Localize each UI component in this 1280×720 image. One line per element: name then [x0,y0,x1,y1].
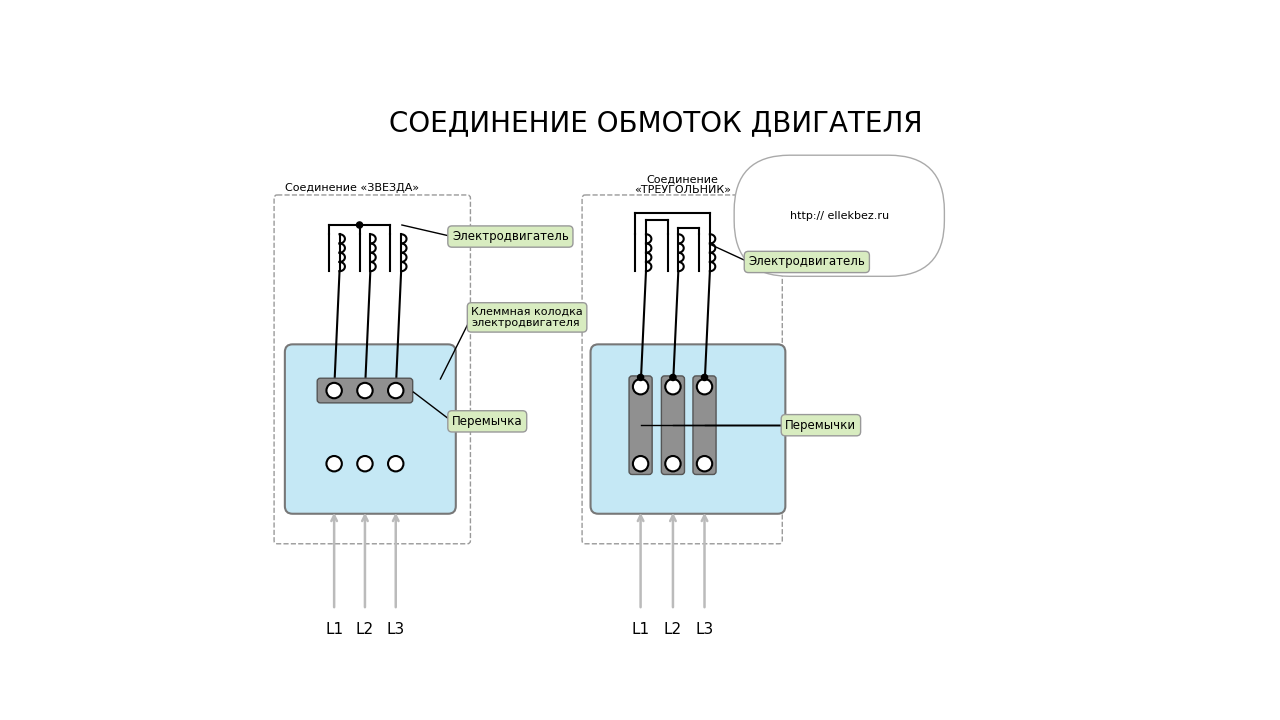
Circle shape [326,383,342,398]
Circle shape [666,379,681,395]
Circle shape [632,456,648,472]
Circle shape [357,456,372,472]
Circle shape [357,383,372,398]
Circle shape [696,379,712,395]
Text: L3: L3 [387,621,404,636]
Circle shape [696,456,712,472]
Text: L2: L2 [664,621,682,636]
Circle shape [356,222,362,228]
Circle shape [632,379,648,395]
FancyBboxPatch shape [285,344,456,514]
Text: L1: L1 [325,621,343,636]
FancyBboxPatch shape [692,376,716,474]
Text: Клеммная колодка
электродвигателя: Клеммная колодка электродвигателя [471,307,582,328]
FancyBboxPatch shape [590,344,786,514]
Circle shape [701,374,708,381]
Text: СОЕДИНЕНИЕ ОБМОТОК ДВИГАТЕЛЯ: СОЕДИНЕНИЕ ОБМОТОК ДВИГАТЕЛЯ [389,109,923,138]
Text: Электродвигатель: Электродвигатель [749,256,865,269]
Text: L1: L1 [631,621,650,636]
Text: «ТРЕУГОЛЬНИК»: «ТРЕУГОЛЬНИК» [634,185,731,195]
FancyBboxPatch shape [628,376,652,474]
Text: Перемычка: Перемычка [452,415,522,428]
Text: L2: L2 [356,621,374,636]
Circle shape [326,456,342,472]
Circle shape [637,374,644,381]
Text: Соединение «ЗВЕЗДА»: Соединение «ЗВЕЗДА» [285,184,419,194]
Circle shape [669,374,676,381]
FancyBboxPatch shape [662,376,685,474]
Text: http:// ellekbez.ru: http:// ellekbez.ru [790,211,888,221]
Text: Электродвигатель: Электродвигатель [452,230,568,243]
Text: Соединение: Соединение [646,174,718,184]
Circle shape [388,456,403,472]
FancyBboxPatch shape [317,378,412,403]
Text: Перемычки: Перемычки [786,419,856,432]
Circle shape [666,456,681,472]
Circle shape [388,383,403,398]
Text: L3: L3 [695,621,714,636]
